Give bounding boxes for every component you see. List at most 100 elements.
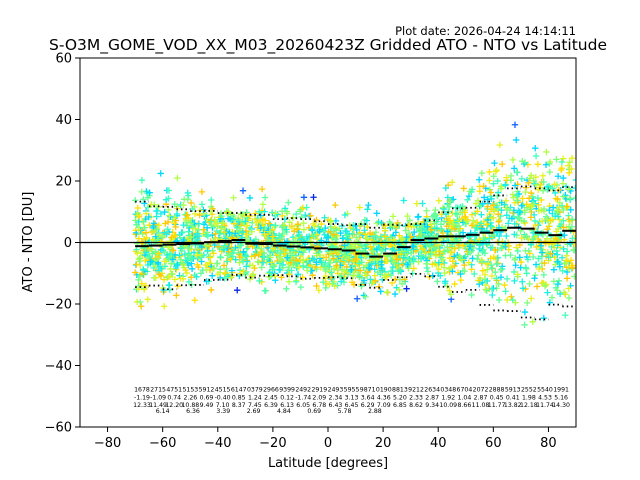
scatter-point <box>195 226 202 234</box>
scatter-point <box>368 280 376 287</box>
scatter-point <box>165 206 172 214</box>
bin-stat-count: 6704 <box>457 387 473 394</box>
scatter-point <box>495 280 502 288</box>
bin-stat-mean: 1.98 <box>522 394 536 401</box>
scatter-point <box>367 243 374 250</box>
scatter-point <box>138 270 146 278</box>
scatter-point <box>497 274 505 281</box>
scatter-point <box>516 254 523 261</box>
scatter-point <box>234 216 242 224</box>
bin-stat-mean: 4.53 <box>538 394 552 401</box>
scatter-point <box>526 250 534 257</box>
scatter-point <box>525 179 532 187</box>
scatter-point <box>154 253 162 261</box>
scatter-point <box>560 289 568 296</box>
scatter-point <box>189 225 196 232</box>
scatter-point <box>300 226 308 233</box>
scatter-point <box>427 226 435 234</box>
scatter-point <box>389 213 397 220</box>
scatter-point <box>490 214 497 221</box>
scatter-point <box>444 228 451 235</box>
scatter-point <box>163 231 170 238</box>
scatter-point <box>207 218 214 225</box>
scatter-point <box>323 238 330 245</box>
scatter-point <box>375 244 382 251</box>
scatter-point <box>366 229 374 237</box>
scatter-point <box>252 236 260 243</box>
scatter-point <box>209 272 216 279</box>
scatter-point <box>551 181 558 188</box>
bin-stat-count: 4751 <box>166 387 182 394</box>
scatter-point <box>236 253 243 261</box>
scatter-point <box>303 233 311 241</box>
scatter-point <box>258 264 265 271</box>
scatter-point <box>145 213 152 221</box>
scatter-point <box>244 231 251 238</box>
scatter-point <box>539 187 547 194</box>
scatter-point <box>527 172 535 179</box>
scatter-point <box>228 267 236 274</box>
scatter-point <box>493 167 500 174</box>
scatter-point <box>313 258 320 266</box>
bin-stat-labels: 1678 2715 4751 5153 5912 4515 6147 0379 2966 9399… <box>133 387 570 416</box>
bin-stat-count: 1991 <box>553 387 569 394</box>
scatter-point <box>383 238 391 245</box>
scatter-point <box>310 194 317 201</box>
scatter-point <box>154 236 162 243</box>
scatter-point <box>372 259 379 267</box>
scatter-point <box>248 228 256 235</box>
scatter-point <box>277 256 285 263</box>
scatter-point <box>353 234 360 241</box>
scatter-point <box>498 244 505 252</box>
scatter-point <box>343 228 350 235</box>
scatter-point <box>401 276 408 283</box>
scatter-point <box>495 210 502 218</box>
scatter-point <box>498 206 505 214</box>
scatter-point <box>468 188 475 196</box>
scatter-point <box>545 223 553 230</box>
scatter-point <box>187 199 195 207</box>
scatter-point <box>300 262 307 270</box>
scatter-point <box>449 258 456 265</box>
scatter-point <box>523 270 530 277</box>
scatter-point <box>553 247 560 255</box>
scatter-point <box>478 169 486 177</box>
scatter-point <box>498 223 506 231</box>
scatter-point <box>560 206 567 214</box>
scatter-point <box>400 197 407 204</box>
scatter-point <box>535 255 542 262</box>
scatter-point <box>157 238 165 245</box>
scatter-point <box>566 223 573 230</box>
scatter-point <box>257 224 265 232</box>
scatter-point <box>265 273 273 280</box>
scatter-point <box>569 216 576 223</box>
scatter-point <box>508 293 515 300</box>
scatter-point <box>157 170 164 177</box>
scatter-point <box>540 178 547 186</box>
scatter-point <box>495 296 503 304</box>
scatter-point <box>200 206 207 213</box>
bin-stat-std: 6.43 <box>329 402 343 409</box>
y-tick-label: −40 <box>45 359 72 374</box>
scatter-point <box>391 247 398 254</box>
scatter-point <box>493 260 500 268</box>
scatter-point <box>320 278 327 286</box>
scatter-point <box>463 218 470 225</box>
scatter-point <box>369 247 377 254</box>
scatter-point <box>283 226 290 233</box>
scatter-point <box>464 196 471 203</box>
scatter-point <box>333 257 341 265</box>
scatter-point <box>185 192 192 199</box>
scatter-point <box>138 176 146 184</box>
scatter-point <box>513 244 520 251</box>
scatter-point <box>270 230 278 237</box>
scatter-point <box>251 252 258 259</box>
scatter-point <box>171 200 178 208</box>
scatter-point <box>167 213 174 221</box>
scatter-point <box>143 210 150 217</box>
scatter-point <box>501 281 508 289</box>
scatter-point <box>479 248 486 256</box>
scatter-point <box>134 285 142 293</box>
scatter-point <box>507 251 514 259</box>
scatter-point <box>303 204 310 211</box>
